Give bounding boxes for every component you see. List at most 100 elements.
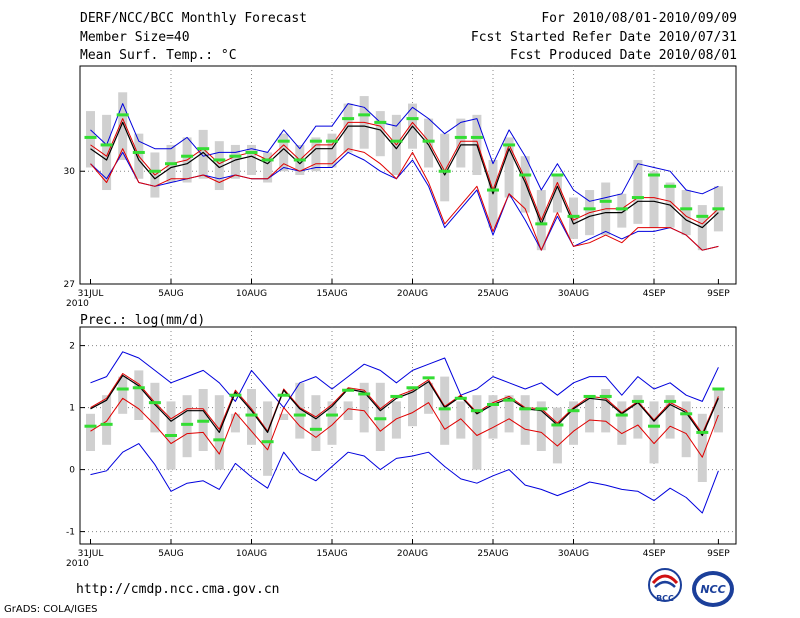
x-tick-label: 20AUG [397, 289, 428, 299]
forecast-marker [229, 393, 242, 397]
forecast-marker [116, 387, 129, 391]
x-tick-label: 9SEP [707, 549, 730, 559]
forecast-marker [309, 427, 322, 431]
spread-box [102, 395, 112, 445]
forecast-marker [326, 139, 338, 143]
lower-bound-line [90, 443, 719, 514]
spread-box [681, 401, 691, 458]
forecast-marker [261, 440, 274, 444]
spread-box [263, 152, 273, 183]
spread-box [343, 103, 353, 153]
forecast-marker [422, 139, 435, 143]
forecast-marker [165, 434, 177, 437]
x-tick-label: 30AUG [558, 289, 589, 299]
y-tick-label: 1 [69, 404, 75, 414]
spread-box [343, 401, 353, 420]
forecast-marker [583, 207, 596, 211]
y-tick-label: -1 [66, 528, 75, 538]
ensemble-mean-line [90, 374, 719, 437]
forecast-marker [132, 386, 145, 390]
spread-box [86, 111, 95, 168]
forecast-period: For 2010/08/01-2010/09/09 [541, 11, 737, 26]
member-median-line [90, 373, 719, 435]
forecast-marker [535, 222, 548, 226]
x-tick-label: 10AUG [236, 289, 267, 299]
spread-box [118, 376, 128, 414]
forecast-marker [165, 162, 177, 166]
forecast-marker [213, 438, 226, 442]
spread-box [391, 401, 401, 439]
spread-box [230, 144, 240, 179]
x-tick-label: 15AUG [316, 289, 347, 299]
spread-box [504, 137, 514, 198]
spread-box [375, 111, 385, 157]
bcc-logo: BCC [648, 568, 682, 603]
forecast-marker [696, 214, 709, 218]
spread-box [633, 395, 643, 439]
x-tick-label: 30AUG [558, 549, 589, 559]
spread-box [569, 197, 578, 239]
x-year-label: 2010 [66, 559, 89, 569]
forecast-marker [551, 423, 564, 427]
forecast-marker [631, 399, 644, 403]
forecast-marker [599, 394, 612, 398]
forecast-marker [390, 394, 403, 398]
y-tick-label: 30 [64, 167, 76, 177]
forecast-marker [454, 396, 467, 400]
forecast-marker [358, 113, 371, 117]
forecast-marker [390, 139, 403, 143]
spread-box [230, 413, 240, 433]
spread-box [552, 175, 562, 213]
forecast-marker [100, 422, 113, 426]
spread-box [649, 401, 659, 464]
forecast-marker [470, 409, 483, 413]
forecast-marker [229, 154, 242, 158]
spread-box [359, 382, 369, 433]
forecast-marker [438, 407, 451, 411]
forecast-marker [664, 399, 677, 403]
spread-box [247, 389, 256, 445]
spread-box [424, 118, 434, 168]
spread-box [552, 407, 562, 464]
y-tick-label: 27 [64, 280, 75, 290]
forecast-marker [309, 139, 322, 143]
spread-box [601, 389, 611, 433]
forecast-marker [712, 387, 725, 391]
spread-box [697, 413, 707, 482]
forecast-marker [406, 117, 419, 121]
forecast-marker [148, 169, 161, 173]
member-size: Member Size=40 [80, 30, 190, 45]
forecast-marker [519, 173, 532, 177]
forecast-marker [535, 407, 548, 411]
forecast-marker [664, 184, 677, 188]
member-median-line [90, 118, 719, 225]
bcc-logo-text: BCC [656, 594, 674, 603]
lower-red-line [90, 148, 719, 251]
spread-box [214, 141, 224, 191]
forecast-marker [181, 422, 194, 426]
spread-box [617, 193, 627, 228]
lower-red-line [90, 397, 719, 458]
source-url[interactable]: http://cmdp.ncc.cma.gov.cn [76, 582, 280, 597]
forecast-marker [181, 154, 194, 158]
spread-box [118, 92, 128, 160]
spread-box [182, 395, 192, 458]
spread-box [520, 156, 530, 213]
forecast-marker [487, 188, 499, 192]
forecast-marker [583, 394, 596, 398]
spread-box [311, 137, 321, 172]
forecast-marker [648, 424, 660, 428]
plot-frame [79, 65, 737, 285]
spread-box [649, 171, 659, 228]
ensemble-mean-line [90, 121, 719, 229]
forecast-marker [374, 417, 387, 421]
upper-bound-line [90, 103, 719, 202]
forecast-marker [293, 158, 306, 162]
spread-box [456, 118, 466, 168]
x-tick-label: 5AUG [158, 289, 183, 299]
x-tick-label: 5AUG [158, 549, 183, 559]
spread-box [585, 395, 595, 433]
forecast-marker [438, 169, 451, 173]
spread-box [488, 395, 498, 439]
